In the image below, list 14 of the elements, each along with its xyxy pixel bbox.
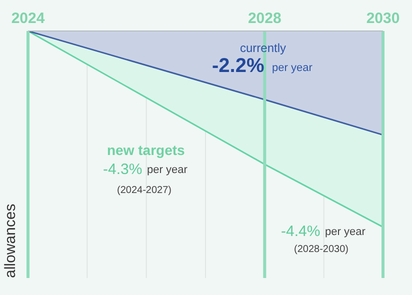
annotation: per year — [272, 62, 312, 74]
x-tick-label: 2030 — [366, 10, 400, 27]
x-tick-label: 2028 — [248, 10, 282, 27]
annotation: (2024-2027) — [117, 185, 172, 196]
annotation: -4.3% — [103, 161, 142, 178]
annotation: -4.4% — [281, 223, 320, 240]
annotation: new targets — [107, 142, 185, 158]
y-axis-title: allowances — [2, 204, 19, 278]
annotation: -2.2% — [212, 55, 264, 77]
annotation: currently — [240, 41, 286, 55]
x-tick-label: 2024 — [11, 10, 46, 27]
annotation: per year — [147, 164, 188, 176]
text: (2028-2030) — [294, 244, 348, 255]
annotation: per year — [325, 226, 366, 238]
